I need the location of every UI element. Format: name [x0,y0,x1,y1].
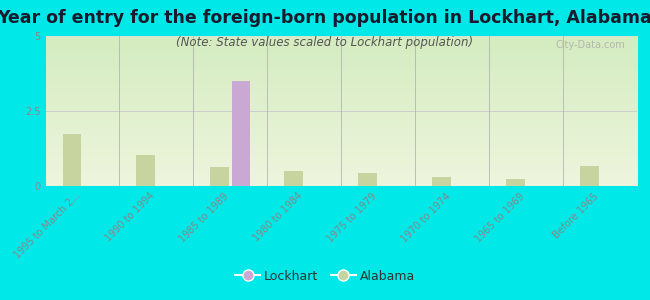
Bar [136,155,155,186]
Bar [358,172,377,186]
Bar [506,179,525,186]
Bar [62,134,81,186]
Text: City-Data.com: City-Data.com [555,40,625,50]
Text: (Note: State values scaled to Lockhart population): (Note: State values scaled to Lockhart p… [176,36,474,49]
Legend: Lockhart, Alabama: Lockhart, Alabama [230,265,420,288]
Bar [580,166,599,186]
Bar [284,171,303,186]
Bar [432,177,450,186]
Bar [211,167,229,186]
Bar [232,81,250,186]
Text: Year of entry for the foreign-born population in Lockhart, Alabama: Year of entry for the foreign-born popul… [0,9,650,27]
